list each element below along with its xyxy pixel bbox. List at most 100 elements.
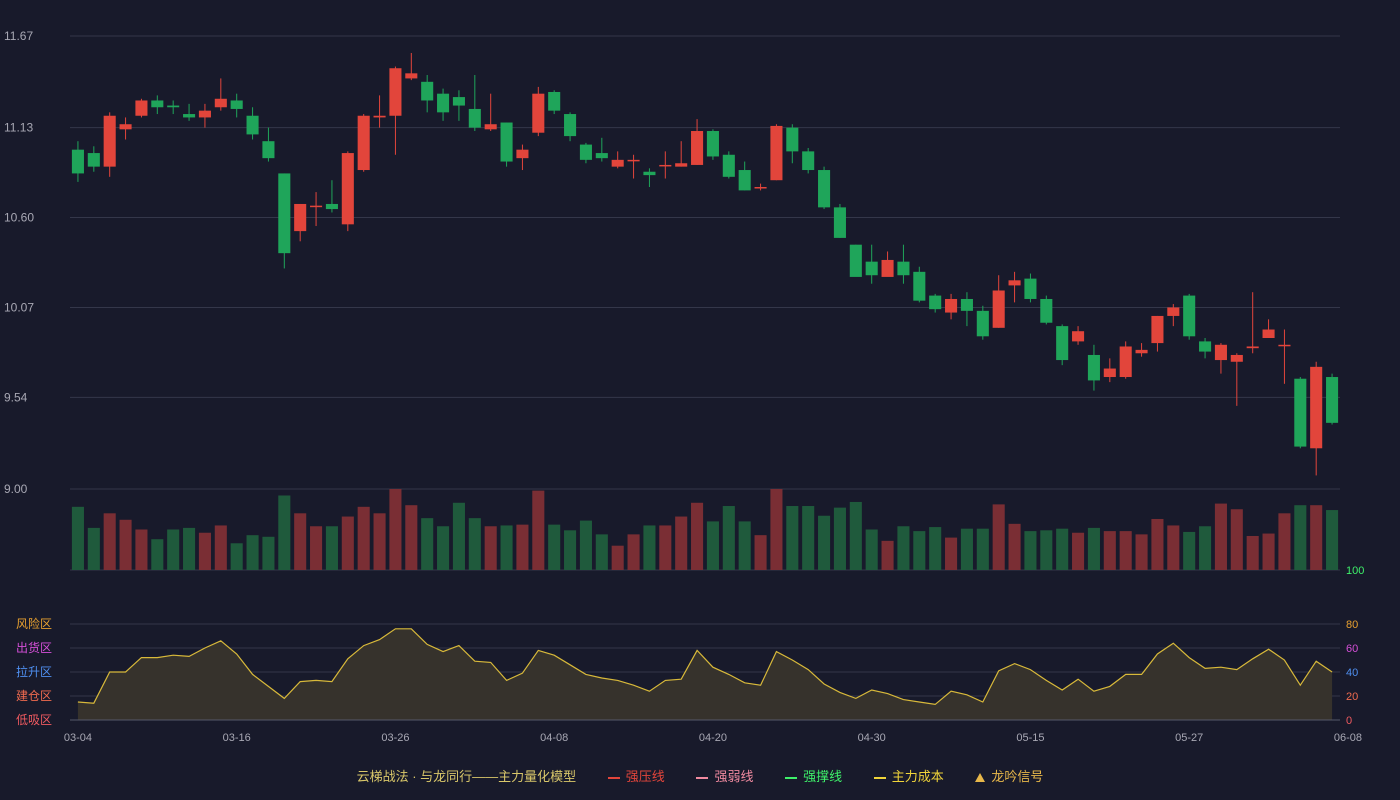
volume-bar xyxy=(818,515,831,570)
candle-body xyxy=(960,298,973,311)
volume-bar xyxy=(151,539,164,570)
zone-label: 拉升区 xyxy=(16,664,52,679)
volume-bar xyxy=(1135,534,1148,570)
volume-bar xyxy=(770,489,783,570)
volume-bar xyxy=(659,525,672,570)
volume-bar xyxy=(389,489,402,570)
candle-body xyxy=(1119,346,1132,378)
candle-body xyxy=(1199,341,1212,352)
volume-bar xyxy=(564,530,577,570)
chart-legend: 云梯战法 · 与龙同行——主力量化模型 强压线 强弱线 强撑线 主力成本 龙吟信… xyxy=(0,766,1400,785)
candle-body xyxy=(1214,344,1227,361)
volume-bar xyxy=(1008,523,1021,570)
indicator-tick-label: 100 xyxy=(1346,565,1364,577)
candle-body xyxy=(167,105,180,108)
candle-body xyxy=(214,98,227,108)
volume-bar xyxy=(341,516,354,570)
candle-body xyxy=(484,124,497,130)
volume-bar xyxy=(1167,525,1180,570)
price-tick-label: 10.07 xyxy=(4,300,34,314)
candle-body xyxy=(389,68,402,116)
volume-bar xyxy=(945,537,958,570)
volume-bar xyxy=(167,529,180,570)
candle-body xyxy=(1151,315,1164,344)
candle-body xyxy=(786,127,799,152)
volume-bar xyxy=(1278,513,1291,570)
triangle-icon xyxy=(975,773,986,783)
volume-bar xyxy=(691,502,704,570)
date-tick-label: 03-16 xyxy=(223,732,251,744)
indicator-tick-label: 40 xyxy=(1346,667,1358,679)
candle-body xyxy=(151,100,164,108)
price-tick-label: 11.67 xyxy=(4,29,33,43)
candle-body xyxy=(516,149,529,159)
candle-body xyxy=(595,153,608,159)
indicator-tick-label: 20 xyxy=(1346,691,1358,703)
volume-bar xyxy=(786,506,799,570)
volume-bar xyxy=(1151,518,1164,570)
volume-bar xyxy=(881,540,894,570)
volume-bar xyxy=(706,521,719,570)
candle-body xyxy=(691,131,704,165)
volume-bar xyxy=(849,501,862,570)
candle-body xyxy=(1087,354,1100,381)
volume-bar xyxy=(1056,528,1069,570)
volume-bar xyxy=(198,532,211,570)
volume-bar xyxy=(484,526,497,570)
volume-bar xyxy=(802,506,815,570)
line-swatch-icon xyxy=(785,776,798,779)
legend-item-main-cost: 主力成本 xyxy=(873,766,944,785)
candle-body xyxy=(1278,344,1291,347)
candle-body xyxy=(373,115,386,118)
volume-bar xyxy=(1024,531,1037,570)
candle-body xyxy=(119,124,132,130)
candle-body xyxy=(738,170,751,191)
volume-bar xyxy=(611,545,624,570)
candle-body xyxy=(1072,331,1085,342)
candle-body xyxy=(135,100,148,116)
candle-body xyxy=(1167,307,1180,316)
volume-bar xyxy=(230,543,243,570)
legend-item-dragon-signal: 龙吟信号 xyxy=(975,766,1043,785)
volume-bar xyxy=(532,490,545,570)
candle-body xyxy=(405,73,418,79)
candle-body xyxy=(611,159,624,167)
volume-bar xyxy=(992,504,1005,570)
candle-body xyxy=(849,244,862,277)
candle-body xyxy=(183,114,196,118)
volume-bar xyxy=(1119,531,1132,570)
date-tick-label: 05-15 xyxy=(1016,732,1044,744)
volume-bar xyxy=(976,528,989,570)
volume-bar xyxy=(135,529,148,570)
candle-body xyxy=(421,81,434,101)
volume-bar xyxy=(1214,503,1227,570)
candle-body xyxy=(1230,354,1243,362)
indicator-area-fill xyxy=(77,628,1333,720)
date-tick-label: 03-26 xyxy=(381,732,409,744)
volume-bar xyxy=(437,526,450,570)
volume-bar xyxy=(1262,533,1275,570)
candle-body xyxy=(627,159,640,162)
candle-body xyxy=(437,93,450,113)
price-tick-label: 9.54 xyxy=(4,390,28,404)
volume-bar xyxy=(595,534,608,570)
candlesticks xyxy=(71,52,1339,476)
volume-bar xyxy=(87,527,100,570)
candle-body xyxy=(1103,368,1116,378)
candle-body xyxy=(1326,377,1339,423)
candle-body xyxy=(198,110,211,118)
candle-body xyxy=(1262,329,1275,338)
legend-item-strength-line: 强弱线 xyxy=(696,766,753,785)
date-tick-label: 06-08 xyxy=(1334,732,1362,744)
candle-body xyxy=(913,271,926,301)
candle-body xyxy=(992,290,1005,328)
zone-label: 建仓区 xyxy=(16,689,52,703)
volume-bar xyxy=(294,513,307,570)
candle-body xyxy=(865,261,878,276)
candle-body xyxy=(468,108,481,128)
indicator-line xyxy=(77,628,1333,706)
price-tick-label: 9.00 xyxy=(4,482,28,496)
candle-body xyxy=(945,298,958,313)
date-tick-label: 04-20 xyxy=(699,732,727,744)
